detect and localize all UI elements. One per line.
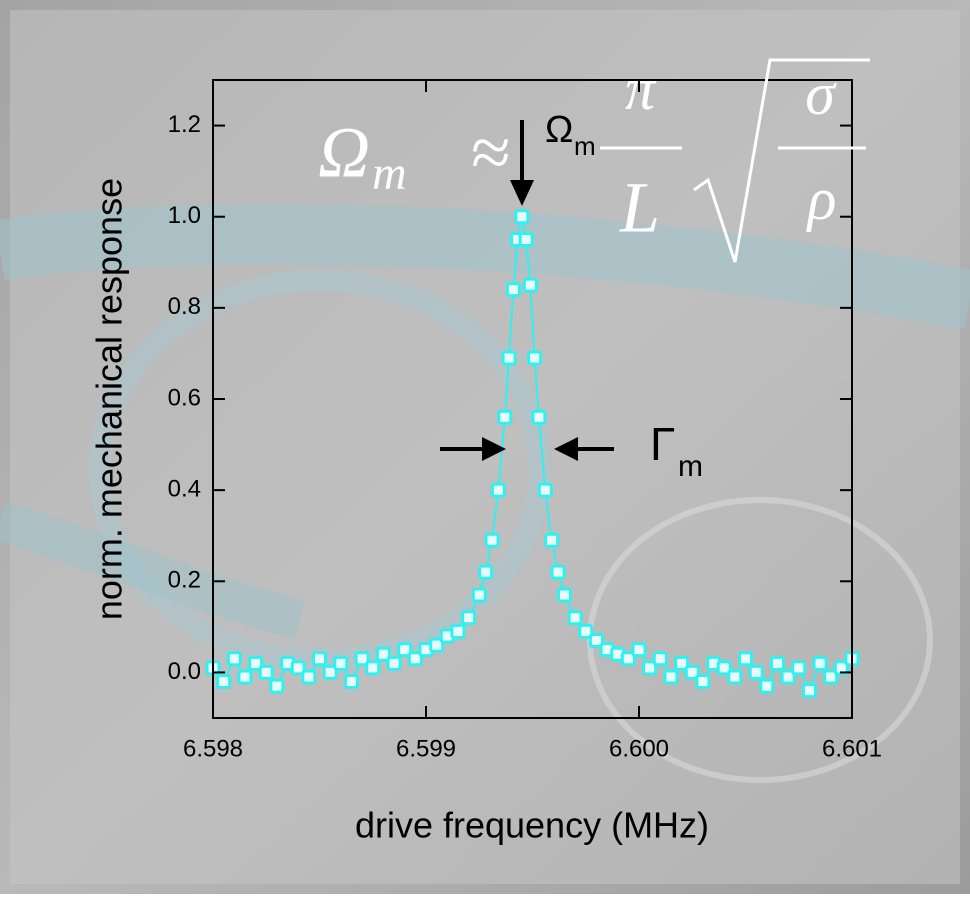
data-point	[823, 669, 839, 685]
data-point	[407, 651, 423, 667]
data-point	[490, 482, 506, 498]
data-point	[684, 664, 700, 680]
data-point	[791, 660, 807, 676]
data-point	[727, 669, 743, 685]
data-point	[497, 409, 513, 425]
data-point	[812, 655, 828, 671]
data-point	[478, 564, 494, 580]
y-tick-label: 1.2	[168, 111, 201, 138]
data-point	[505, 282, 521, 298]
x-tick-label: 6.600	[609, 735, 669, 762]
data-point	[501, 350, 517, 366]
y-tick-label: 1.0	[168, 202, 201, 229]
data-point	[375, 646, 391, 662]
data-point	[748, 664, 764, 680]
data-point	[522, 277, 538, 293]
data-point	[833, 660, 849, 676]
data-point	[695, 674, 711, 690]
data-point	[471, 587, 487, 603]
data-point	[258, 664, 274, 680]
x-tick-label: 6.601	[822, 735, 882, 762]
data-point	[237, 669, 253, 685]
formula-num: π	[625, 56, 657, 122]
data-point	[343, 674, 359, 690]
y-tick-label: 0.0	[168, 658, 201, 685]
data-point	[290, 660, 306, 676]
device-band	[0, 501, 305, 640]
device-band	[0, 204, 970, 330]
data-point	[531, 409, 547, 425]
data-point	[354, 651, 370, 667]
width-label-sub: m	[678, 450, 703, 483]
y-tick-label: 0.4	[168, 475, 201, 502]
data-point	[769, 655, 785, 671]
data-point	[365, 660, 381, 676]
data-point	[333, 655, 349, 671]
data-point	[620, 651, 636, 667]
data-point	[550, 564, 566, 580]
x-axis-label: drive frequency (MHz)	[355, 805, 709, 846]
data-point	[738, 651, 753, 667]
data-point	[450, 623, 466, 639]
data-point	[461, 610, 477, 626]
data-point	[642, 660, 658, 676]
root-sign	[693, 58, 870, 263]
data-point	[652, 651, 668, 667]
data-point	[578, 623, 594, 639]
data-point	[322, 664, 338, 680]
data-point	[386, 655, 402, 671]
y-tick-label: 0.6	[168, 384, 201, 411]
arrow-head	[554, 437, 578, 461]
formula-root-den: ρ	[806, 166, 837, 232]
width-label: Γ	[650, 418, 675, 470]
data-point	[567, 610, 583, 626]
formula-root-num: σ	[805, 61, 837, 127]
data-point	[301, 669, 317, 685]
data-point	[484, 532, 500, 548]
data-point	[429, 637, 445, 653]
peak-label-sub: m	[574, 131, 596, 161]
arrow-head	[482, 437, 506, 461]
x-tick-label: 6.598	[183, 735, 243, 762]
data-point	[716, 660, 732, 676]
y-tick-label: 0.8	[168, 293, 201, 320]
data-point	[248, 655, 264, 671]
data-point	[556, 587, 572, 603]
data-point	[663, 669, 679, 685]
data-point	[588, 633, 604, 649]
data-point	[269, 678, 285, 694]
formula-lhs-sub: m	[372, 147, 407, 200]
data-point	[780, 669, 796, 685]
data-point	[674, 655, 690, 671]
data-point	[759, 678, 775, 694]
x-tick-label: 6.599	[396, 735, 456, 762]
formula-den: L	[619, 168, 660, 248]
arrow-head	[510, 180, 534, 206]
data-point	[397, 642, 413, 658]
data-point	[544, 532, 560, 548]
peak-label: Ω	[545, 109, 573, 151]
data-point	[226, 651, 242, 667]
data-point	[514, 209, 530, 225]
data-point	[631, 642, 647, 658]
data-point	[216, 674, 232, 690]
data-point	[801, 683, 817, 699]
data-point	[537, 482, 553, 498]
formula-lhs: Ω	[318, 113, 370, 193]
data-point	[518, 232, 534, 247]
formula-relation: ≈	[470, 113, 510, 193]
data-point	[527, 350, 543, 366]
data-point	[312, 651, 327, 667]
y-tick-label: 0.2	[168, 567, 201, 594]
y-axis-label: norm. mechanical response	[89, 178, 130, 620]
